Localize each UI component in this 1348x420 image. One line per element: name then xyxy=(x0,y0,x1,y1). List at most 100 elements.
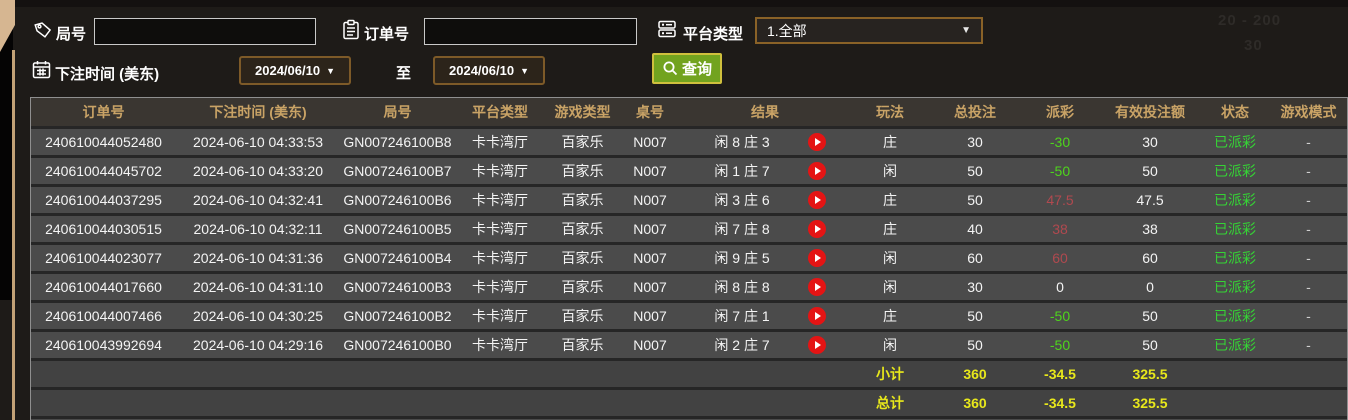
cell-bet-time: 2024-06-10 04:31:36 xyxy=(193,250,323,266)
date-to-value: 2024/06/10 xyxy=(449,63,515,78)
cell-game-type: 百家乐 xyxy=(561,337,604,353)
cell-platform: 卡卡湾厅 xyxy=(472,163,528,179)
cell-valid-bet: 47.5 xyxy=(1136,192,1164,208)
cell-round-id: GN007246100B4 xyxy=(343,250,452,266)
cell-bet-time: 2024-06-10 04:33:20 xyxy=(193,163,323,179)
cell-status: 已派彩 xyxy=(1214,192,1256,208)
subtotal-valid-bet: 325.5 xyxy=(1132,366,1168,382)
cell-round-id: GN007246100B6 xyxy=(343,192,452,208)
cell-result: 闲 9 庄 5 xyxy=(680,245,850,271)
cell-order-id: 240610044017660 xyxy=(45,279,162,295)
bet-records-table: 订单号 下注时间 (美东) 局号 平台类型 游戏类型 桌号 结果 玩法 总投注 … xyxy=(30,97,1348,420)
cell-play: 闲 xyxy=(883,279,897,295)
round-id-label: 局号 xyxy=(56,26,87,43)
table-row: 240610044052480 2024-06-10 04:33:53 GN00… xyxy=(31,129,1347,155)
background-limit-text-2: 30 xyxy=(1244,37,1263,54)
replay-video-icon[interactable] xyxy=(808,133,826,151)
left-panel-edge xyxy=(0,8,13,300)
cell-order-id: 240610044037295 xyxy=(45,192,162,208)
replay-video-icon[interactable] xyxy=(808,336,826,354)
cell-order-id: 240610044030515 xyxy=(45,221,162,237)
table-body: 240610044052480 2024-06-10 04:33:53 GN00… xyxy=(31,129,1347,358)
query-button-label: 查询 xyxy=(681,61,712,78)
replay-video-icon[interactable] xyxy=(808,220,826,238)
search-icon xyxy=(662,60,679,77)
cell-round-id: GN007246100B8 xyxy=(343,134,452,150)
table-row: 240610044007466 2024-06-10 04:30:25 GN00… xyxy=(31,303,1347,329)
date-to-picker[interactable]: 2024/06/10 ▼ xyxy=(433,56,545,85)
cell-round-id: GN007246100B2 xyxy=(343,308,452,324)
table-row: 240610044023077 2024-06-10 04:31:36 GN00… xyxy=(31,245,1347,271)
cell-bet-time: 2024-06-10 04:33:53 xyxy=(193,134,323,150)
cell-table-no: N007 xyxy=(633,221,667,237)
cell-platform: 卡卡湾厅 xyxy=(472,279,528,295)
round-id-input[interactable] xyxy=(94,18,316,45)
cell-valid-bet: 50 xyxy=(1142,308,1158,324)
cell-game-type: 百家乐 xyxy=(561,250,604,266)
result-text: 闲 1 庄 7 xyxy=(714,163,770,179)
col-header-game-type: 游戏类型 xyxy=(554,104,611,120)
col-header-play: 玩法 xyxy=(876,104,904,120)
cell-status: 已派彩 xyxy=(1214,250,1256,266)
platform-icon xyxy=(656,18,678,40)
col-header-payout: 派彩 xyxy=(1046,104,1074,120)
cell-round-id: GN007246100B5 xyxy=(343,221,452,237)
cell-play: 庄 xyxy=(883,192,897,208)
cell-table-no: N007 xyxy=(633,308,667,324)
cell-play: 闲 xyxy=(883,250,897,266)
cell-round-id: GN007246100B0 xyxy=(343,337,452,353)
cell-game-mode: - xyxy=(1306,279,1311,295)
date-from-picker[interactable]: 2024/06/10 ▼ xyxy=(239,56,351,85)
cell-status: 已派彩 xyxy=(1214,308,1256,324)
clipboard-icon xyxy=(341,19,361,41)
cell-order-id: 240610044007466 xyxy=(45,308,162,324)
grand-total-label: 总计 xyxy=(876,395,904,411)
cell-result: 闲 1 庄 7 xyxy=(680,158,850,184)
cell-bet-time: 2024-06-10 04:30:25 xyxy=(193,308,323,324)
replay-video-icon[interactable] xyxy=(808,162,826,180)
cell-total-bet: 50 xyxy=(967,308,983,324)
platform-type-select[interactable]: 1.全部 ▼ xyxy=(755,17,983,44)
replay-video-icon[interactable] xyxy=(808,307,826,325)
cell-play: 庄 xyxy=(883,134,897,150)
cell-total-bet: 30 xyxy=(967,279,983,295)
cell-bet-time: 2024-06-10 04:29:16 xyxy=(193,337,323,353)
grand-total-row: 总计 360 -34.5 325.5 xyxy=(31,390,1347,416)
cell-payout: -50 xyxy=(1049,337,1071,353)
cell-payout: 0 xyxy=(1056,279,1064,295)
table-row: 240610044037295 2024-06-10 04:32:41 GN00… xyxy=(31,187,1347,213)
cell-status: 已派彩 xyxy=(1214,163,1256,179)
replay-video-icon[interactable] xyxy=(808,278,826,296)
result-text: 闲 3 庄 6 xyxy=(714,192,770,208)
cell-platform: 卡卡湾厅 xyxy=(472,221,528,237)
cell-result: 闲 2 庄 7 xyxy=(680,332,850,358)
col-header-platform: 平台类型 xyxy=(472,104,528,120)
grand-total-valid-bet: 325.5 xyxy=(1132,395,1168,411)
cell-platform: 卡卡湾厅 xyxy=(472,192,528,208)
subtotal-total-bet: 360 xyxy=(963,366,987,382)
cell-game-mode: - xyxy=(1306,308,1311,324)
result-text: 闲 8 庄 8 xyxy=(714,279,770,295)
order-id-input[interactable] xyxy=(424,18,637,45)
order-id-label: 订单号 xyxy=(364,26,410,43)
cell-table-no: N007 xyxy=(633,250,667,266)
cell-game-type: 百家乐 xyxy=(561,163,604,179)
cell-status: 已派彩 xyxy=(1214,279,1256,295)
result-text: 闲 8 庄 3 xyxy=(714,134,770,150)
cell-total-bet: 30 xyxy=(967,134,983,150)
cell-platform: 卡卡湾厅 xyxy=(472,337,528,353)
table-row: 240610044030515 2024-06-10 04:32:11 GN00… xyxy=(31,216,1347,242)
query-button[interactable]: 查询 xyxy=(652,53,722,84)
cell-platform: 卡卡湾厅 xyxy=(472,308,528,324)
cell-result: 闲 8 庄 3 xyxy=(680,129,850,155)
col-header-result: 结果 xyxy=(751,104,779,120)
replay-video-icon[interactable] xyxy=(808,191,826,209)
cell-payout: -30 xyxy=(1049,134,1071,150)
cell-game-type: 百家乐 xyxy=(561,279,604,295)
cell-platform: 卡卡湾厅 xyxy=(472,134,528,150)
cell-table-no: N007 xyxy=(633,279,667,295)
cell-valid-bet: 60 xyxy=(1142,250,1158,266)
cell-platform: 卡卡湾厅 xyxy=(472,250,528,266)
cell-play: 闲 xyxy=(883,163,897,179)
replay-video-icon[interactable] xyxy=(808,249,826,267)
